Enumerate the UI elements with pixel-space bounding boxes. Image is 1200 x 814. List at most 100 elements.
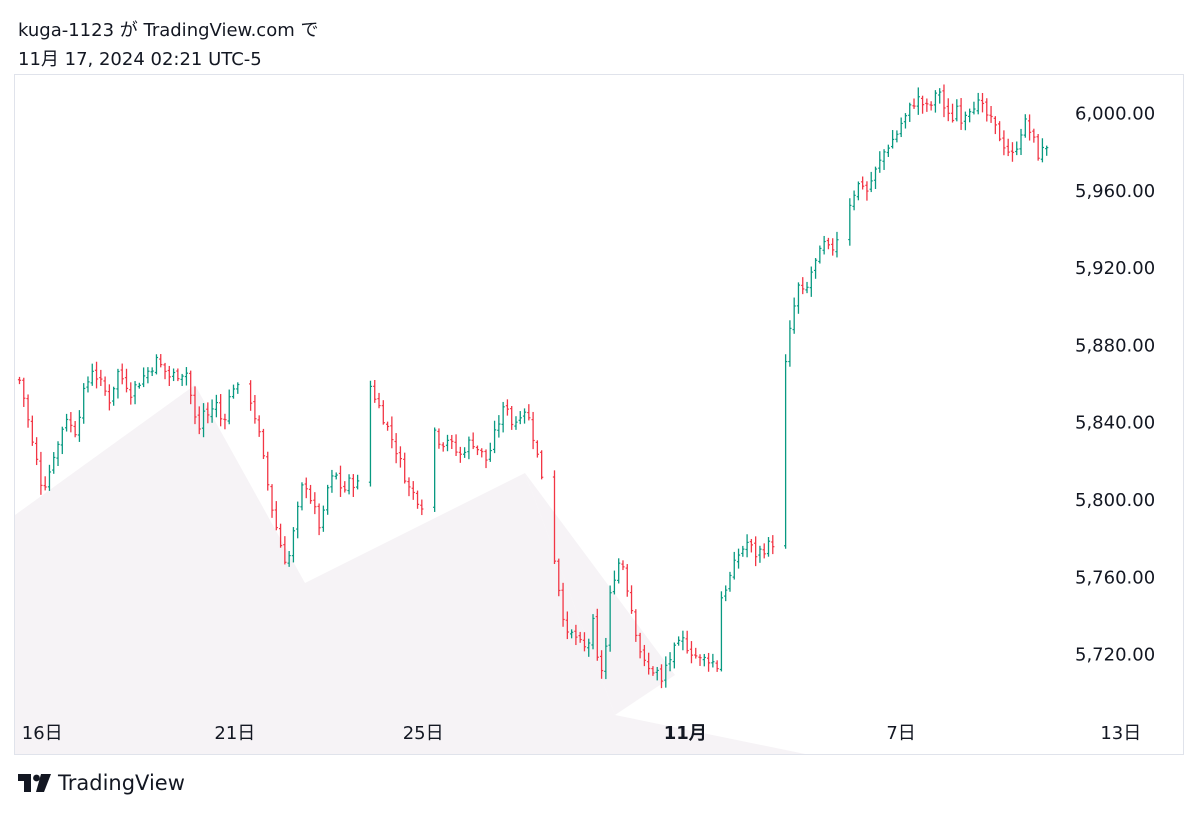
ohlc-bar xyxy=(950,103,955,123)
ohlc-bar xyxy=(137,382,141,389)
x-tick-label: 25日 xyxy=(403,723,444,744)
ohlc-bar xyxy=(886,144,890,157)
ohlc-bar xyxy=(980,93,985,113)
ohlc-bar xyxy=(929,101,933,111)
ohlc-bar xyxy=(167,365,171,387)
ohlc-bar xyxy=(788,320,792,367)
ohlc-bar xyxy=(403,452,407,484)
watermark-shape xyxy=(15,385,806,754)
ohlc-bar xyxy=(463,447,467,458)
ohlc-bar xyxy=(82,383,86,424)
ohlc-bar xyxy=(1027,114,1032,141)
y-tick-label: 6,000.00 xyxy=(1075,104,1155,125)
ohlc-bar xyxy=(219,394,223,427)
ohlc-bar xyxy=(206,402,210,424)
ohlc-bar xyxy=(129,382,133,405)
ohlc-bar xyxy=(698,654,702,666)
ohlc-bar xyxy=(330,469,334,493)
ohlc-bar xyxy=(484,449,488,469)
y-tick-label: 5,720.00 xyxy=(1075,645,1155,666)
ohlc-bar xyxy=(612,570,617,595)
ohlc-bar xyxy=(591,614,595,650)
ohlc-bar xyxy=(17,376,22,385)
ohlc-bar xyxy=(26,394,30,428)
ohlc-bar xyxy=(861,176,865,190)
ohlc-bar xyxy=(920,95,925,114)
ohlc-bar xyxy=(522,408,527,424)
ohlc-bar xyxy=(1006,138,1010,157)
ohlc-bar xyxy=(1010,142,1015,162)
ohlc-bar xyxy=(873,166,878,190)
ohlc-chart[interactable]: 5,720.00 5,760.00 5,800.00 5,840.00 5,880.00… xyxy=(15,75,1184,755)
ohlc-bar xyxy=(732,551,736,580)
ohlc-bar xyxy=(972,101,976,115)
ohlc-bar xyxy=(985,98,989,122)
ohlc-bar xyxy=(527,404,531,421)
ohlc-bar xyxy=(450,434,454,450)
ohlc-bar xyxy=(103,376,107,396)
ohlc-bar xyxy=(373,379,377,403)
ohlc-bar xyxy=(39,451,43,495)
ohlc-bar xyxy=(677,636,681,646)
ohlc-bar xyxy=(813,258,818,279)
ohlc-bar xyxy=(163,362,167,380)
ohlc-bar xyxy=(112,386,116,406)
ohlc-bar xyxy=(848,198,852,246)
ohlc-bar xyxy=(60,426,64,455)
ohlc-bar xyxy=(1023,114,1027,138)
ohlc-bar xyxy=(762,543,766,559)
ohlc-bar xyxy=(899,117,903,138)
ohlc-bar xyxy=(390,416,394,449)
ohlc-bar xyxy=(94,361,99,389)
ohlc-bar xyxy=(86,376,90,393)
ohlc-bar xyxy=(514,416,518,430)
ohlc-bar xyxy=(73,421,77,438)
x-tick-label: 21日 xyxy=(214,723,255,744)
ohlc-bar xyxy=(741,545,745,557)
ohlc-bar xyxy=(993,116,997,135)
tradingview-footer[interactable]: TradingView xyxy=(18,771,185,795)
ohlc-bar xyxy=(356,474,360,490)
ohlc-bar xyxy=(933,90,938,113)
chart-frame[interactable]: 5,720.00 5,760.00 5,800.00 5,840.00 5,880.00… xyxy=(14,74,1184,755)
ohlc-bar xyxy=(903,113,908,129)
ohlc-bar xyxy=(638,632,642,659)
ohlc-bar xyxy=(334,472,338,480)
ohlc-bar xyxy=(471,432,475,450)
ohlc-bar xyxy=(587,638,591,657)
x-tick-label: 7日 xyxy=(886,723,915,744)
ohlc-bar xyxy=(629,585,634,614)
time-axis[interactable]: 16日 21日 25日 11月 7日 13日 xyxy=(22,723,1141,744)
ohlc-bar xyxy=(30,415,34,446)
ohlc-bar xyxy=(47,464,52,491)
ohlc-bar xyxy=(90,363,94,386)
ohlc-bar xyxy=(257,415,261,437)
ohlc-bar xyxy=(278,523,283,548)
ohlc-bar xyxy=(625,564,629,597)
y-tick-label: 5,800.00 xyxy=(1075,490,1155,511)
ohlc-bar xyxy=(274,501,278,531)
ohlc-bar xyxy=(540,450,544,480)
ohlc-bar xyxy=(655,666,659,681)
ohlc-bar xyxy=(647,652,651,675)
ohlc-bar xyxy=(852,190,856,211)
ohlc-bar xyxy=(694,647,698,659)
ohlc-bar xyxy=(505,399,510,416)
x-tick-label: 16日 xyxy=(22,723,63,744)
ohlc-bar xyxy=(895,130,899,143)
ohlc-bar xyxy=(831,238,835,256)
ohlc-bar xyxy=(621,560,625,571)
ohlc-bar xyxy=(210,399,214,423)
price-axis[interactable]: 5,720.00 5,760.00 5,800.00 5,840.00 5,880.00… xyxy=(1075,104,1155,666)
ohlc-bar xyxy=(916,87,920,115)
ohlc-bar xyxy=(1002,130,1006,156)
ohlc-bar xyxy=(385,421,390,431)
ohlc-bar xyxy=(976,92,980,115)
ohlc-bar xyxy=(56,441,60,467)
tradingview-logo-icon xyxy=(18,774,51,792)
ohlc-bar xyxy=(189,370,193,405)
ohlc-bar xyxy=(938,88,942,104)
ohlc-bar xyxy=(835,231,839,258)
ohlc-bar xyxy=(411,481,415,500)
ohlc-bar xyxy=(253,395,257,424)
